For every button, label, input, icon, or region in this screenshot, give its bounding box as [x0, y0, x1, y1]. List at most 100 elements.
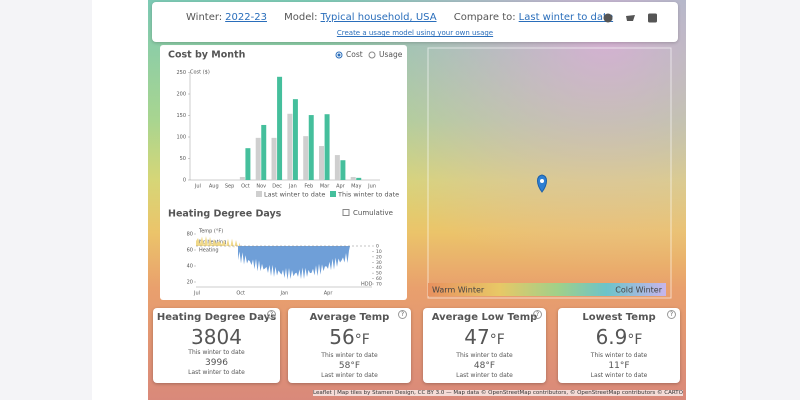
- bar: [340, 160, 346, 180]
- social-icons: [603, 13, 657, 23]
- twitter-icon[interactable]: [626, 15, 635, 21]
- card-value: 47°F: [423, 326, 546, 351]
- hdd-no-heating: No heating: [199, 240, 226, 246]
- attribution: Leaflet | Map tiles by Stamen Design, CC…: [313, 390, 683, 396]
- usage-link[interactable]: Create a usage model using your own usag…: [336, 29, 494, 37]
- toggle-usage[interactable]: Usage: [379, 50, 403, 59]
- value-number: 56: [329, 325, 355, 349]
- bar: [303, 136, 309, 180]
- help-icon[interactable]: ?: [267, 310, 276, 319]
- card-title: Average Temp: [309, 312, 390, 323]
- x-tick-label: Oct: [241, 184, 250, 190]
- map-marker[interactable]: [537, 174, 547, 193]
- value-unit: °F: [489, 332, 505, 348]
- winter-label: Winter:: [186, 12, 223, 23]
- bar: [292, 99, 298, 180]
- current-label: This winter to date: [188, 349, 245, 356]
- radio-cost-dot: [337, 53, 341, 57]
- x-tick-label: Nov: [256, 184, 266, 190]
- current-label: This winter to date: [321, 352, 378, 359]
- hdd-y2-tick-label: 70: [376, 282, 382, 288]
- map-legend-bar: [428, 283, 666, 296]
- stat-card: ? Average Low Temp 47°F This winter to date…: [423, 308, 546, 383]
- hdd-heating: Heating: [199, 248, 219, 254]
- hdd-y-tick-label: 40: [187, 264, 193, 270]
- hdd-heating-area: [238, 246, 350, 280]
- current-label: This winter to date: [590, 352, 648, 359]
- hdd-x-tick-label: Oct: [236, 291, 245, 297]
- x-tick-label: Sep: [225, 184, 234, 190]
- help-icon[interactable]: ?: [398, 310, 407, 319]
- last-value: 48°F: [473, 361, 496, 371]
- x-tick-label: Dec: [272, 184, 282, 190]
- bar: [308, 115, 314, 180]
- bar: [356, 177, 362, 180]
- hdd-title: Heating Degree Days: [168, 209, 282, 220]
- bar: [245, 148, 251, 180]
- toggle-cost[interactable]: Cost: [346, 50, 363, 59]
- map-bounds: [427, 47, 672, 299]
- hdd-axis-label: HDD: [361, 282, 373, 288]
- hdd-no-heating-area: [196, 236, 240, 249]
- linkedin-icon[interactable]: [648, 13, 657, 23]
- facebook-icon[interactable]: [603, 13, 613, 23]
- last-label: Last winter to date: [456, 372, 513, 379]
- help-icon[interactable]: ?: [667, 310, 676, 319]
- compare-select[interactable]: Last winter to date: [518, 12, 614, 23]
- bar: [324, 114, 330, 180]
- controls: Winter: 2022-23 Model: Typical household, …: [186, 12, 627, 23]
- last-value: 11°F: [608, 361, 630, 371]
- radio-usage[interactable]: [368, 51, 376, 59]
- hdd-y2-tick-label: 20: [376, 254, 382, 260]
- card-value: 3804: [153, 326, 280, 348]
- current-label: This winter to date: [456, 352, 513, 359]
- y-tick-label: 50: [180, 156, 186, 162]
- value-unit: °F: [354, 332, 370, 348]
- help-icon[interactable]: ?: [533, 310, 542, 319]
- bar: [287, 113, 293, 180]
- map-legend-warm: Warm Winter: [432, 286, 485, 295]
- card-value: 6.9°F: [558, 326, 680, 351]
- map-legend-cold: Cold Winter: [615, 286, 662, 295]
- bar: [334, 155, 340, 180]
- bar: [271, 137, 277, 180]
- chart-title: Cost by Month: [168, 50, 246, 61]
- hdd-option: Cumulative: [353, 209, 393, 217]
- map-marker-dot: [540, 179, 544, 183]
- x-tick-label: Mar: [320, 184, 330, 190]
- last-label: Last winter to date: [590, 372, 648, 379]
- hdd-y2-tick-label: 30: [376, 260, 382, 266]
- bar: [255, 137, 261, 180]
- last-value: 58°F: [338, 361, 361, 371]
- x-tick-label: May: [351, 184, 361, 190]
- last-label: Last winter to date: [321, 372, 378, 379]
- compare-label: Compare to:: [453, 12, 516, 23]
- stat-card: ? Average Temp 56°F This winter to date 58°F…: [288, 308, 411, 383]
- winter-select[interactable]: 2022-23: [225, 12, 267, 23]
- checkbox[interactable]: [342, 209, 350, 216]
- chart-panel: [160, 45, 407, 300]
- card-value: 56°F: [288, 326, 411, 351]
- model-select[interactable]: Typical household, USA: [320, 12, 437, 23]
- value-number: 3804: [191, 325, 242, 349]
- bar: [239, 176, 245, 180]
- hdd-y2-tick-label: 60: [376, 276, 382, 282]
- x-tick-label: Jul: [194, 184, 201, 190]
- header: Winter: 2022-23 Model: Typical household, …: [152, 2, 678, 42]
- hdd-y-tick-label: 60: [187, 248, 193, 254]
- x-tick-label: Feb: [304, 184, 313, 190]
- legend-swatch: [330, 191, 336, 197]
- hdd-y2-tick-label: 40: [376, 265, 382, 271]
- hdd-y-tick-label: 20: [187, 280, 193, 286]
- stat-card: ? Lowest Temp 6.9°F This winter to date 11°F…: [558, 308, 680, 383]
- hdd-temp-label: Temp (°F): [198, 229, 223, 235]
- value-number: 47: [464, 325, 490, 349]
- hdd-x-tick-label: Apr: [324, 291, 334, 297]
- y-tick-label: 100: [176, 135, 186, 141]
- x-tick-label: Apr: [336, 184, 346, 190]
- hdd-y2-tick-label: 50: [376, 271, 382, 277]
- last-value: 3996: [205, 358, 228, 368]
- last-label: Last winter to date: [188, 369, 245, 376]
